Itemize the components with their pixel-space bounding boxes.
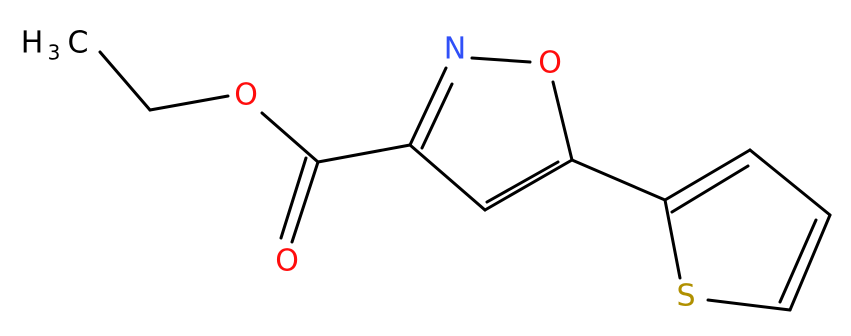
atom-label: O [234, 78, 258, 113]
atom-label: O [275, 244, 299, 279]
bonds [98, 50, 832, 312]
atom-label: N [444, 32, 466, 67]
atom-label: S [676, 279, 695, 314]
atom-label: C [68, 26, 89, 61]
atom-label: H [21, 26, 44, 61]
atom-label: O [538, 46, 562, 81]
atom-subscript: 3 [48, 41, 61, 65]
